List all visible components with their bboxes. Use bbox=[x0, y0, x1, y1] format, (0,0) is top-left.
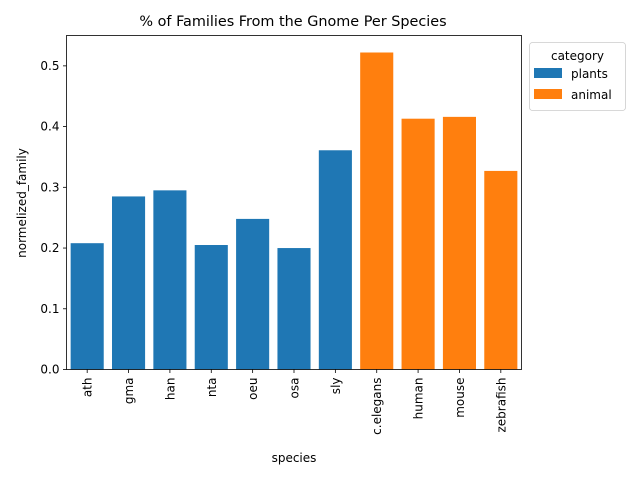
bar-oeu bbox=[236, 218, 270, 370]
bar-human bbox=[401, 118, 435, 370]
x-tick-label: nta bbox=[205, 378, 219, 398]
bar-mouse bbox=[442, 116, 476, 370]
bar-han bbox=[153, 190, 187, 370]
y-tick-label: 0.4 bbox=[40, 120, 59, 134]
x-tick-label: sly bbox=[329, 378, 343, 395]
bar-nta bbox=[194, 245, 228, 370]
y-axis-label: normelized_family bbox=[15, 148, 29, 258]
legend-title: category bbox=[551, 49, 604, 63]
bar-osa bbox=[277, 248, 311, 370]
bar-sly bbox=[318, 150, 352, 370]
legend-label-animal: animal bbox=[571, 88, 612, 102]
x-tick-label: gma bbox=[122, 378, 136, 405]
legend: category plants animal bbox=[529, 42, 626, 111]
y-tick-label: 0.1 bbox=[40, 302, 59, 316]
x-tick-label: oeu bbox=[246, 378, 260, 400]
x-tick-label: han bbox=[163, 378, 177, 401]
x-tick-label: zebrafish bbox=[494, 378, 508, 433]
chart-title: % of Families From the Gnome Per Species bbox=[139, 14, 446, 30]
bar-c.elegans bbox=[360, 52, 394, 370]
x-tick-label: osa bbox=[288, 378, 302, 399]
y-tick-label: 0.5 bbox=[40, 59, 59, 73]
bars-layer bbox=[70, 52, 518, 370]
bar-gma bbox=[112, 196, 146, 370]
bar-ath bbox=[70, 243, 104, 370]
x-tick-label: ath bbox=[81, 378, 95, 398]
x-tick-label: human bbox=[412, 378, 426, 420]
y-axis: 0.0 0.1 0.2 0.3 0.4 0.5 bbox=[40, 59, 67, 377]
legend-swatch-animal bbox=[534, 89, 562, 99]
legend-label-plants: plants bbox=[571, 67, 608, 81]
x-axis-label: species bbox=[272, 451, 317, 465]
legend-swatch-plants bbox=[534, 68, 562, 78]
x-axis: ath gma han nta oeu osa sly c.elegans human mouse… bbox=[81, 369, 508, 435]
y-tick-label: 0.0 bbox=[40, 363, 59, 377]
bar-zebrafish bbox=[484, 170, 518, 370]
x-tick-label: c.elegans bbox=[370, 378, 384, 435]
x-tick-label: mouse bbox=[453, 378, 467, 418]
y-tick-label: 0.3 bbox=[40, 180, 59, 194]
y-tick-label: 0.2 bbox=[40, 241, 59, 255]
